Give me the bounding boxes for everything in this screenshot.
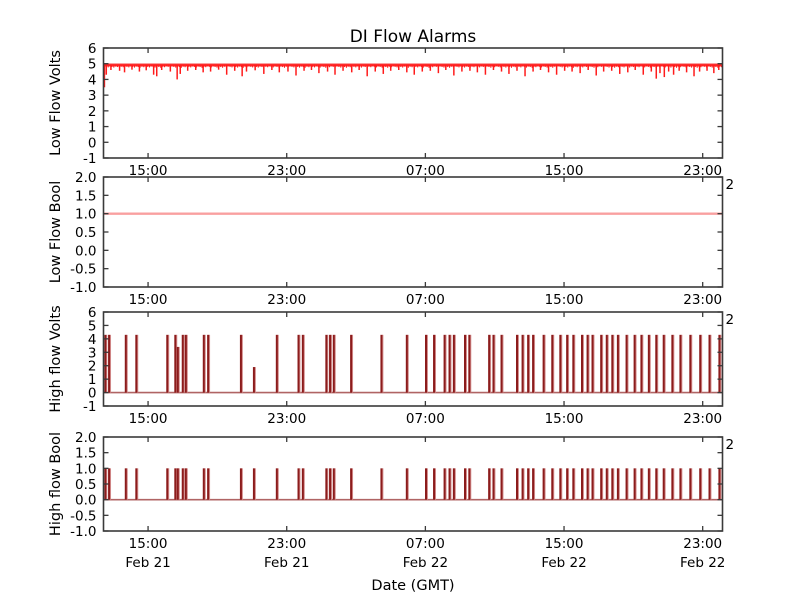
x-tick-label: 15:00 (129, 536, 168, 552)
y-tick-label: 2.0 (75, 170, 96, 186)
axes-frame (102, 47, 724, 159)
x-tick-label: 23:00 (683, 411, 722, 427)
x-tick-date-label: Feb 22 (541, 555, 586, 571)
y-tick-label: 0.0 (75, 493, 96, 509)
x-tick-label: 23:00 (267, 411, 306, 427)
y-tick-label: 6 (88, 41, 97, 57)
y-tick-label: 0 (88, 386, 97, 402)
x-tick-label: 23:00 (683, 163, 722, 179)
y-tick-label: 2 (88, 359, 97, 375)
x-axis-label: Date (GMT) (371, 578, 454, 594)
data-layer-high-flow-bool (103, 468, 723, 501)
subplot-low-flow-bool: 2.0 1.5 1.0 0.5 0.0 -0.5 -1.0 15:00 23:00 07:00 15… (48, 170, 734, 308)
x-tick-label: 07:00 (406, 411, 445, 427)
x-tick-label: 23:00 (683, 536, 722, 552)
x-tick-label: 07:00 (406, 292, 445, 308)
y-tick-label: 1.0 (75, 207, 96, 223)
data-layer-low-flow-volts (103, 62, 723, 88)
axes-frame (102, 311, 724, 407)
subplot-high-flow-bool: 2.01.51.00.50.0-0.5-1.0 15:00 Feb 21 23:00 F… (48, 430, 734, 571)
y-tick-label: 4 (88, 72, 97, 88)
x-tick-label: 23:00 (267, 292, 306, 308)
x-tick-label: 15:00 (129, 292, 168, 308)
right-axis-clipped-label: 2 (726, 177, 735, 193)
y-tick-label: -1 (83, 151, 96, 167)
x-tick-label: 15:00 (545, 536, 584, 552)
x-tick-label: 15:00 (545, 163, 584, 179)
x-tick-label: 23:00 (267, 163, 306, 179)
y-axis-label: High flow Bool (48, 432, 64, 536)
y-tick-label: 1 (88, 120, 97, 136)
y-tick-label: 4 (88, 332, 97, 348)
y-tick-label: 1 (88, 372, 97, 388)
data-layer-high-flow-volts (103, 334, 723, 394)
y-tick-label: 0.5 (75, 225, 96, 241)
x-tick-label: 15:00 (545, 411, 584, 427)
y-tick-label: -0.5 (70, 508, 96, 524)
y-tick-label: 1.0 (75, 461, 96, 477)
y-tick-label: 5 (88, 57, 97, 73)
y-tick-label: -1 (83, 399, 96, 415)
y-axis-label: Low Flow Volts (48, 50, 64, 156)
y-axis-label: High flow Volts (48, 305, 64, 412)
right-axis-clipped-label: 2 (726, 437, 735, 453)
y-tick-label: 1.5 (75, 446, 96, 462)
x-tick-date-label: Feb 21 (264, 555, 309, 571)
x-tick-label: 15:00 (129, 411, 168, 427)
chart-title: DI Flow Alarms (350, 27, 477, 47)
plot-background (103, 177, 723, 287)
x-tick-date-label: Feb 22 (403, 555, 448, 571)
x-tick-label: 23:00 (683, 292, 722, 308)
y-tick-label: 0.0 (75, 243, 96, 259)
y-tick-label: 3 (88, 345, 97, 361)
x-tick-date-label: Feb 22 (680, 555, 725, 571)
x-tick-label: 07:00 (406, 536, 445, 552)
y-tick-label: -1.0 (70, 280, 96, 296)
y-tick-label: 2 (88, 104, 97, 120)
x-tick-label: 23:00 (267, 536, 306, 552)
plot-background (103, 437, 723, 531)
y-tick-label: -0.5 (70, 262, 96, 278)
y-axis-label: Low Flow Bool (48, 181, 64, 284)
x-tick-label: 15:00 (129, 163, 168, 179)
x-tick-label: 15:00 (545, 292, 584, 308)
y-tick-label: 0.5 (75, 477, 96, 493)
y-tick-label: 2.0 (75, 430, 96, 446)
x-tick-date-label: Feb 21 (125, 555, 170, 571)
y-tick-label: 0 (88, 135, 97, 151)
y-tick-label: 5 (88, 318, 97, 334)
y-tick-label: -1.0 (70, 524, 96, 540)
y-tick-label: 1.5 (75, 188, 96, 204)
y-tick-label: 6 (88, 305, 97, 321)
y-tick-label: 3 (88, 88, 97, 104)
right-axis-clipped-label: 2 (726, 312, 735, 328)
x-tick-label: 07:00 (406, 163, 445, 179)
